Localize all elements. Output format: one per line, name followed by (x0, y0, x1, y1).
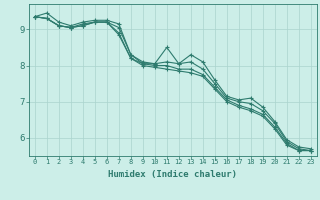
X-axis label: Humidex (Indice chaleur): Humidex (Indice chaleur) (108, 170, 237, 179)
